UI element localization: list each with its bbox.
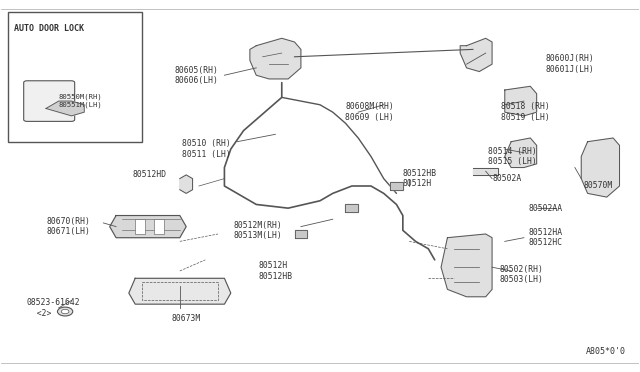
Text: 80608M(RH)
80609 (LH): 80608M(RH) 80609 (LH) xyxy=(346,102,394,122)
Text: 80512M(RH)
80513M(LH): 80512M(RH) 80513M(LH) xyxy=(233,221,282,240)
Polygon shape xyxy=(505,138,537,167)
Polygon shape xyxy=(154,219,164,234)
FancyBboxPatch shape xyxy=(24,81,75,121)
Circle shape xyxy=(61,310,69,314)
Circle shape xyxy=(58,307,73,316)
Text: 80570M: 80570M xyxy=(584,182,613,190)
Text: 80512HD: 80512HD xyxy=(133,170,167,179)
Text: 80512HB
80512H: 80512HB 80512H xyxy=(403,169,437,188)
Polygon shape xyxy=(473,167,499,175)
Polygon shape xyxy=(390,182,403,190)
Polygon shape xyxy=(180,175,193,193)
Text: 80510 (RH)
80511 (LH): 80510 (RH) 80511 (LH) xyxy=(182,140,231,159)
Text: 80514 (RH)
80515 (LH): 80514 (RH) 80515 (LH) xyxy=(488,147,537,166)
Text: 80518 (RH)
80519 (LH): 80518 (RH) 80519 (LH) xyxy=(500,102,549,122)
Polygon shape xyxy=(581,138,620,197)
Polygon shape xyxy=(129,278,231,304)
Polygon shape xyxy=(294,230,307,238)
Text: 80502(RH)
80503(LH): 80502(RH) 80503(LH) xyxy=(499,265,543,284)
Polygon shape xyxy=(250,38,301,79)
Text: A805*0'0: A805*0'0 xyxy=(586,347,626,356)
Polygon shape xyxy=(46,101,84,116)
Text: 80512H
80512HB: 80512H 80512HB xyxy=(259,261,292,280)
Polygon shape xyxy=(346,205,358,212)
Polygon shape xyxy=(441,234,492,297)
Text: 80673M: 80673M xyxy=(172,314,201,323)
Text: 80512HA
80512HC: 80512HA 80512HC xyxy=(528,228,562,247)
Polygon shape xyxy=(135,219,145,234)
Text: 08523-61642
  <2>: 08523-61642 <2> xyxy=(27,298,81,318)
Polygon shape xyxy=(460,38,492,71)
Polygon shape xyxy=(505,86,537,116)
Text: 80550M(RH)
80551M(LH): 80550M(RH) 80551M(LH) xyxy=(59,94,102,108)
Text: 80605(RH)
80606(LH): 80605(RH) 80606(LH) xyxy=(174,65,218,85)
Polygon shape xyxy=(109,215,186,238)
Text: AUTO DOOR LOCK: AUTO DOOR LOCK xyxy=(14,23,84,32)
Text: 80502AA: 80502AA xyxy=(528,203,562,213)
Text: 80670(RH)
80671(LH): 80670(RH) 80671(LH) xyxy=(47,217,91,236)
Text: 80600J(RH)
80601J(LH): 80600J(RH) 80601J(LH) xyxy=(545,54,594,74)
Text: 80502A: 80502A xyxy=(492,174,522,183)
